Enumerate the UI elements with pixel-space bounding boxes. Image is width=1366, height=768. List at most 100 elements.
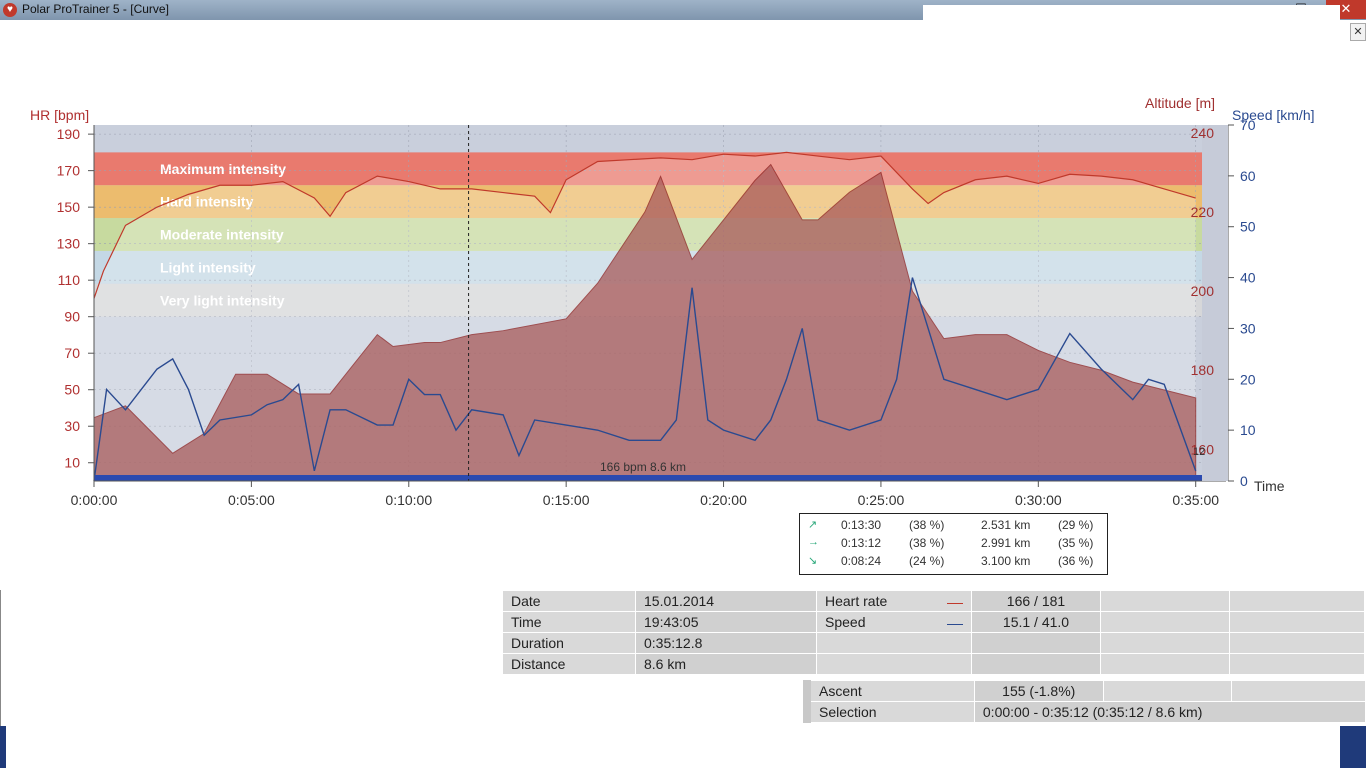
altitude-tick-label: 200 xyxy=(1191,283,1215,299)
empty-cell xyxy=(816,632,972,654)
taskbar-area xyxy=(0,726,1366,768)
summary-row-downhill: ↘ 0:08:24 (24 %) 3.100 km (36 %) xyxy=(800,554,1107,572)
hr-legend-line-icon xyxy=(947,603,963,604)
empty-cell xyxy=(1229,611,1365,633)
hr-tick-label: 130 xyxy=(57,236,81,252)
right-axis-strip xyxy=(1202,125,1228,481)
empty-cell xyxy=(971,653,1101,675)
speed-tick-label: 50 xyxy=(1240,219,1256,235)
summary-time: 0:13:12 xyxy=(841,536,882,550)
summary-distance-pct: (29 %) xyxy=(1058,518,1094,532)
ascent-selection-table: Ascent 155 (-1.8%) Selection 0:00:00 - 0… xyxy=(802,680,1366,723)
time-axis-label: Time xyxy=(1254,478,1285,494)
hr-label-cell: Heart rate xyxy=(816,590,972,612)
empty-cell xyxy=(1100,632,1230,654)
zone-label: Very light intensity xyxy=(160,292,285,308)
empty-cell xyxy=(1230,680,1366,702)
heart-rate-value: 166 / 181 xyxy=(971,590,1101,612)
summary-distance-pct: (35 %) xyxy=(1058,536,1094,550)
hr-tick-label: 190 xyxy=(57,126,81,142)
zone-label: Hard intensity xyxy=(160,194,254,210)
altitude-area xyxy=(93,163,1197,482)
hr-tick-label: 170 xyxy=(57,163,81,179)
ascent-label: Ascent xyxy=(802,680,975,702)
session-info-table: Date 15.01.2014 Heart rate 166 / 181 Tim… xyxy=(502,590,1365,675)
time-tick-label: 0:35:00 xyxy=(1172,492,1219,508)
empty-cell xyxy=(1229,653,1365,675)
speed-axis-label: Speed [km/h] xyxy=(1232,107,1315,123)
date-value: 15.01.2014 xyxy=(635,590,817,612)
empty-cell xyxy=(1229,632,1365,654)
summary-distance: 3.100 km xyxy=(981,554,1031,568)
summary-time: 0:08:24 xyxy=(841,554,882,568)
empty-cell xyxy=(816,653,972,675)
table-row: Selection 0:00:00 - 0:35:12 (0:35:12 / 8… xyxy=(802,701,1366,723)
time-tick-label: 0:20:00 xyxy=(700,492,747,508)
zone-label: Light intensity xyxy=(160,259,256,275)
altitude-axis-label: Altitude [m] xyxy=(1145,95,1216,111)
summary-distance-pct: (36 %) xyxy=(1058,554,1094,568)
empty-cell xyxy=(1229,590,1365,612)
cursor-readout: 166 bpm 8.6 km xyxy=(600,460,686,474)
duration-value: 0:35:12.8 xyxy=(635,632,817,654)
altitude-tick-label: 240 xyxy=(1191,125,1215,141)
distance-value: 8.6 km xyxy=(635,653,817,675)
time-value: 19:43:05 xyxy=(635,611,817,633)
summary-row-uphill: ↗ 0:13:30 (38 %) 2.531 km (29 %) xyxy=(800,518,1107,536)
curve-chart[interactable]: Maximum intensity Hard intensity Moderate … xyxy=(0,85,1366,515)
heart-rate-label: Heart rate xyxy=(825,593,888,609)
empty-cell xyxy=(1100,611,1230,633)
hr-tick-label: 70 xyxy=(64,345,80,361)
altitude-tick-label: 180 xyxy=(1191,362,1215,378)
zone-label: Maximum intensity xyxy=(160,161,286,177)
time-tick-label: 0:15:00 xyxy=(543,492,590,508)
empty-cell xyxy=(1100,653,1230,675)
zone-band-0 xyxy=(94,152,1202,186)
zone-label: Moderate intensity xyxy=(160,227,284,243)
speed-tick-label: 0 xyxy=(1240,473,1248,489)
empty-cell xyxy=(1102,680,1232,702)
polar-app-icon: ♥ xyxy=(3,3,17,17)
hr-line xyxy=(93,151,1196,299)
time-tick-label: 0:05:00 xyxy=(228,492,275,508)
speed-value: 15.1 / 41.0 xyxy=(971,611,1101,633)
summary-distance: 2.991 km xyxy=(981,536,1031,550)
duration-label: Duration xyxy=(502,632,636,654)
speed-tick-label: 20 xyxy=(1240,371,1256,387)
table-row: Ascent 155 (-1.8%) xyxy=(802,680,1366,702)
speed-tick-label: 70 xyxy=(1240,117,1256,133)
ascent-value: 155 (-1.8%) xyxy=(973,680,1104,702)
speed-tick-label: 10 xyxy=(1240,422,1256,438)
selection-label: Selection xyxy=(802,701,975,723)
slope-summary-box: ↗ 0:13:30 (38 %) 2.531 km (29 %) → 0:13:… xyxy=(799,513,1108,575)
taskbar-right-edge xyxy=(1340,726,1366,768)
taskbar-left-edge xyxy=(0,726,6,768)
flat-arrow-icon: → xyxy=(808,536,819,548)
empty-cell xyxy=(1100,590,1230,612)
summary-time-pct: (38 %) xyxy=(909,518,945,532)
toolbar-area-right xyxy=(923,5,1340,83)
table-row: Distance 8.6 km xyxy=(502,653,1365,675)
downhill-arrow-icon: ↘ xyxy=(808,555,818,567)
time-tick-label: 0:00:00 xyxy=(71,492,118,508)
hr-axis-label: HR [bpm] xyxy=(30,107,90,123)
speed-tick-label: 30 xyxy=(1240,320,1256,336)
mdi-close-button[interactable]: ✕ xyxy=(1350,23,1366,41)
speed-tick-label: 60 xyxy=(1240,168,1256,184)
left-panel-edge xyxy=(0,590,5,726)
table-row: Time 19:43:05 Speed 15.1 / 41.0 xyxy=(502,611,1365,633)
hr-tick-label: 90 xyxy=(64,309,80,325)
speed-label-cell: Speed xyxy=(816,611,972,633)
speed-legend-line-icon xyxy=(947,624,963,625)
summary-row-flat: → 0:13:12 (38 %) 2.991 km (35 %) xyxy=(800,536,1107,554)
time-tick-label: 0:10:00 xyxy=(385,492,432,508)
time-tick-label: 0:30:00 xyxy=(1015,492,1062,508)
selection-value: 0:00:00 - 0:35:12 (0:35:12 / 8.6 km) xyxy=(973,701,1366,723)
summary-time-pct: (38 %) xyxy=(909,536,945,550)
hr-tick-label: 50 xyxy=(64,382,80,398)
hr-tick-label: 110 xyxy=(58,272,81,288)
speed-line xyxy=(93,277,1197,482)
hr-tick-label: 150 xyxy=(57,199,81,215)
table-row: Date 15.01.2014 Heart rate 166 / 181 xyxy=(502,590,1365,612)
table-row: Duration 0:35:12.8 xyxy=(502,632,1365,654)
